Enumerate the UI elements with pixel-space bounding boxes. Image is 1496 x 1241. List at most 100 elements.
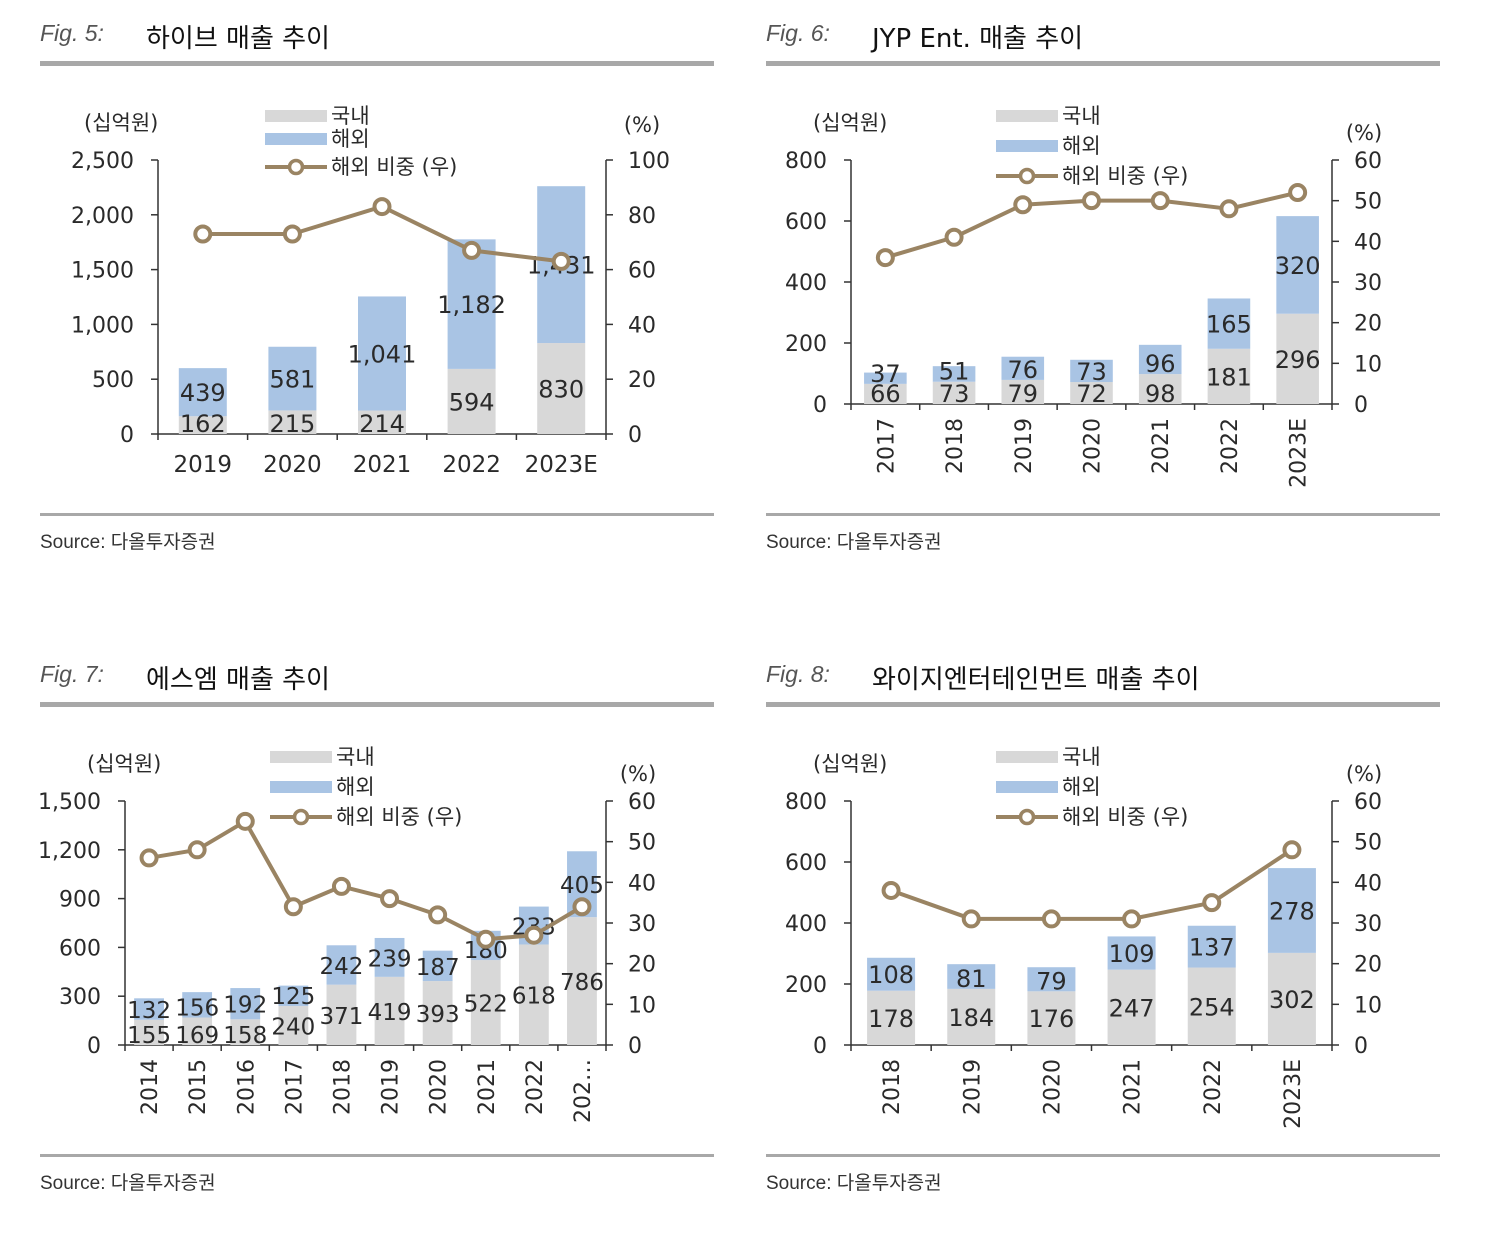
bar-overseas: [268, 346, 317, 411]
bar-label-overseas: 1,041: [348, 340, 417, 368]
share-point: [380, 889, 400, 909]
bar-label-overseas: 76: [1008, 356, 1039, 384]
x-tick-label: 2023E: [1281, 1059, 1306, 1129]
bar-overseas: [1107, 936, 1156, 970]
bar-overseas: [1187, 925, 1236, 968]
y-right-tick-label: 50: [628, 831, 656, 856]
x-tick-label: 2022: [1218, 418, 1243, 474]
source-note: Source: 다올투자증권: [40, 1173, 216, 1194]
y-right-tick-label: 40: [1354, 230, 1382, 255]
share-point: [572, 897, 592, 917]
y-left-tick-label: 200: [785, 973, 827, 998]
bar-overseas: [1001, 356, 1045, 380]
bar-label-overseas: 439: [180, 379, 226, 407]
x-tick-label: 2019: [174, 452, 233, 478]
bar-label-overseas: 239: [368, 946, 412, 972]
source-note: Source: 다올투자증권: [766, 1173, 942, 1194]
share-point: [1041, 909, 1061, 929]
x-tick-label: 2021: [353, 452, 412, 478]
share-point: [331, 876, 351, 896]
legend-label-domestic: 국내: [1062, 104, 1101, 128]
y-left-tick-label: 900: [59, 888, 101, 913]
x-tick-label: 2014: [138, 1059, 163, 1115]
y-right-tick-label: 60: [628, 259, 656, 284]
share-point: [1202, 893, 1222, 913]
y-left-tick-label: 0: [120, 423, 134, 448]
bar-domestic: [178, 416, 227, 434]
bar-overseas: [932, 366, 976, 382]
bar-domestic: [422, 981, 453, 1045]
figure-header: Fig. 6: JYP Ent. 매출 추이: [766, 18, 1440, 54]
y-right-axis-title: (%): [1346, 121, 1382, 145]
figure-header: Fig. 5: 하이브 매출 추이: [40, 18, 714, 54]
bar-label-domestic: 98: [1145, 380, 1176, 408]
x-tick-label: 2020: [427, 1059, 452, 1115]
y-left-tick-label: 2,000: [71, 204, 134, 229]
figure-label: Fig. 5:: [40, 20, 104, 46]
bar-overseas: [1027, 967, 1076, 992]
x-tick-label: 2021: [475, 1059, 500, 1115]
y-right-tick-label: 40: [1354, 871, 1382, 896]
bar-domestic: [1070, 382, 1113, 404]
share-point: [193, 224, 213, 244]
y-right-tick-label: 20: [1354, 953, 1382, 978]
y-right-axis-title: (%): [620, 762, 656, 786]
x-tick-label: 2022: [442, 452, 501, 478]
figure-panel-hybe: Fig. 5: 하이브 매출 추이 (십억원) (%) 국내 해외 해외 비중 (우) 0…: [40, 0, 722, 600]
bar-label-domestic: 247: [1109, 994, 1155, 1022]
y-right-tick-label: 30: [1354, 271, 1382, 296]
bar-overseas: [947, 964, 996, 989]
bar-label-domestic: 215: [269, 410, 315, 438]
y-right-tick-label: 0: [1354, 393, 1368, 418]
bar-overseas: [447, 239, 496, 369]
bar-label-overseas: 125: [271, 984, 315, 1010]
legend-swatch-domestic: [996, 110, 1058, 122]
legend-label-share: 해외 비중 (우): [1062, 164, 1188, 188]
bar-label-domestic: 214: [359, 410, 405, 438]
bar-label-domestic: 830: [538, 376, 584, 404]
bar-label-domestic: 240: [271, 1014, 315, 1040]
y-left-axis-title: (십억원): [813, 111, 887, 135]
bar-label-domestic: 302: [1269, 986, 1315, 1014]
bar-domestic: [182, 1017, 213, 1045]
bar-domestic: [947, 988, 996, 1045]
share-point: [282, 224, 302, 244]
y-left-tick-label: 2,500: [71, 149, 134, 174]
legend-swatch-domestic: [270, 751, 332, 763]
bar-domestic: [1027, 991, 1076, 1045]
y-left-tick-label: 400: [785, 912, 827, 937]
y-left-tick-label: 800: [785, 790, 827, 815]
bar-label-domestic: 176: [1029, 1005, 1075, 1033]
x-tick-label: 2017: [874, 418, 899, 474]
bar-label-overseas: 1,182: [437, 291, 506, 319]
legend-swatch-overseas: [996, 781, 1058, 793]
figure-panel-sm: Fig. 7: 에스엠 매출 추이 (십억원) (%) 국내 해외 해외 비중 (우) 0…: [38, 641, 722, 1241]
y-right-tick-label: 40: [628, 871, 656, 896]
y-left-axis-title: (십억원): [87, 752, 161, 776]
bar-overseas: [864, 372, 907, 384]
x-tick-label: 2021: [1121, 1059, 1146, 1115]
bar-label-domestic: 618: [512, 984, 556, 1010]
y-right-tick-label: 20: [1354, 312, 1382, 337]
y-right-axis-title: (%): [624, 113, 660, 137]
bar-label-domestic: 393: [416, 1002, 460, 1028]
share-point: [1288, 183, 1308, 203]
y-right-tick-label: 10: [1354, 352, 1382, 377]
share-line: [890, 848, 1294, 921]
share-point: [944, 227, 964, 247]
bar-domestic: [864, 383, 907, 404]
bar-domestic: [268, 410, 317, 434]
bar-label-overseas: 73: [1076, 358, 1107, 386]
x-tick-label: 2020: [263, 452, 322, 478]
share-point: [235, 811, 255, 831]
legend-marker-share: [1018, 808, 1036, 826]
legend-label-overseas: 해외: [1062, 134, 1101, 158]
bar-label-domestic: 158: [223, 1023, 267, 1049]
share-point: [1122, 909, 1142, 929]
bar-overseas: [422, 950, 453, 982]
share-point: [881, 880, 901, 900]
x-tick-label: 2018: [330, 1059, 355, 1115]
